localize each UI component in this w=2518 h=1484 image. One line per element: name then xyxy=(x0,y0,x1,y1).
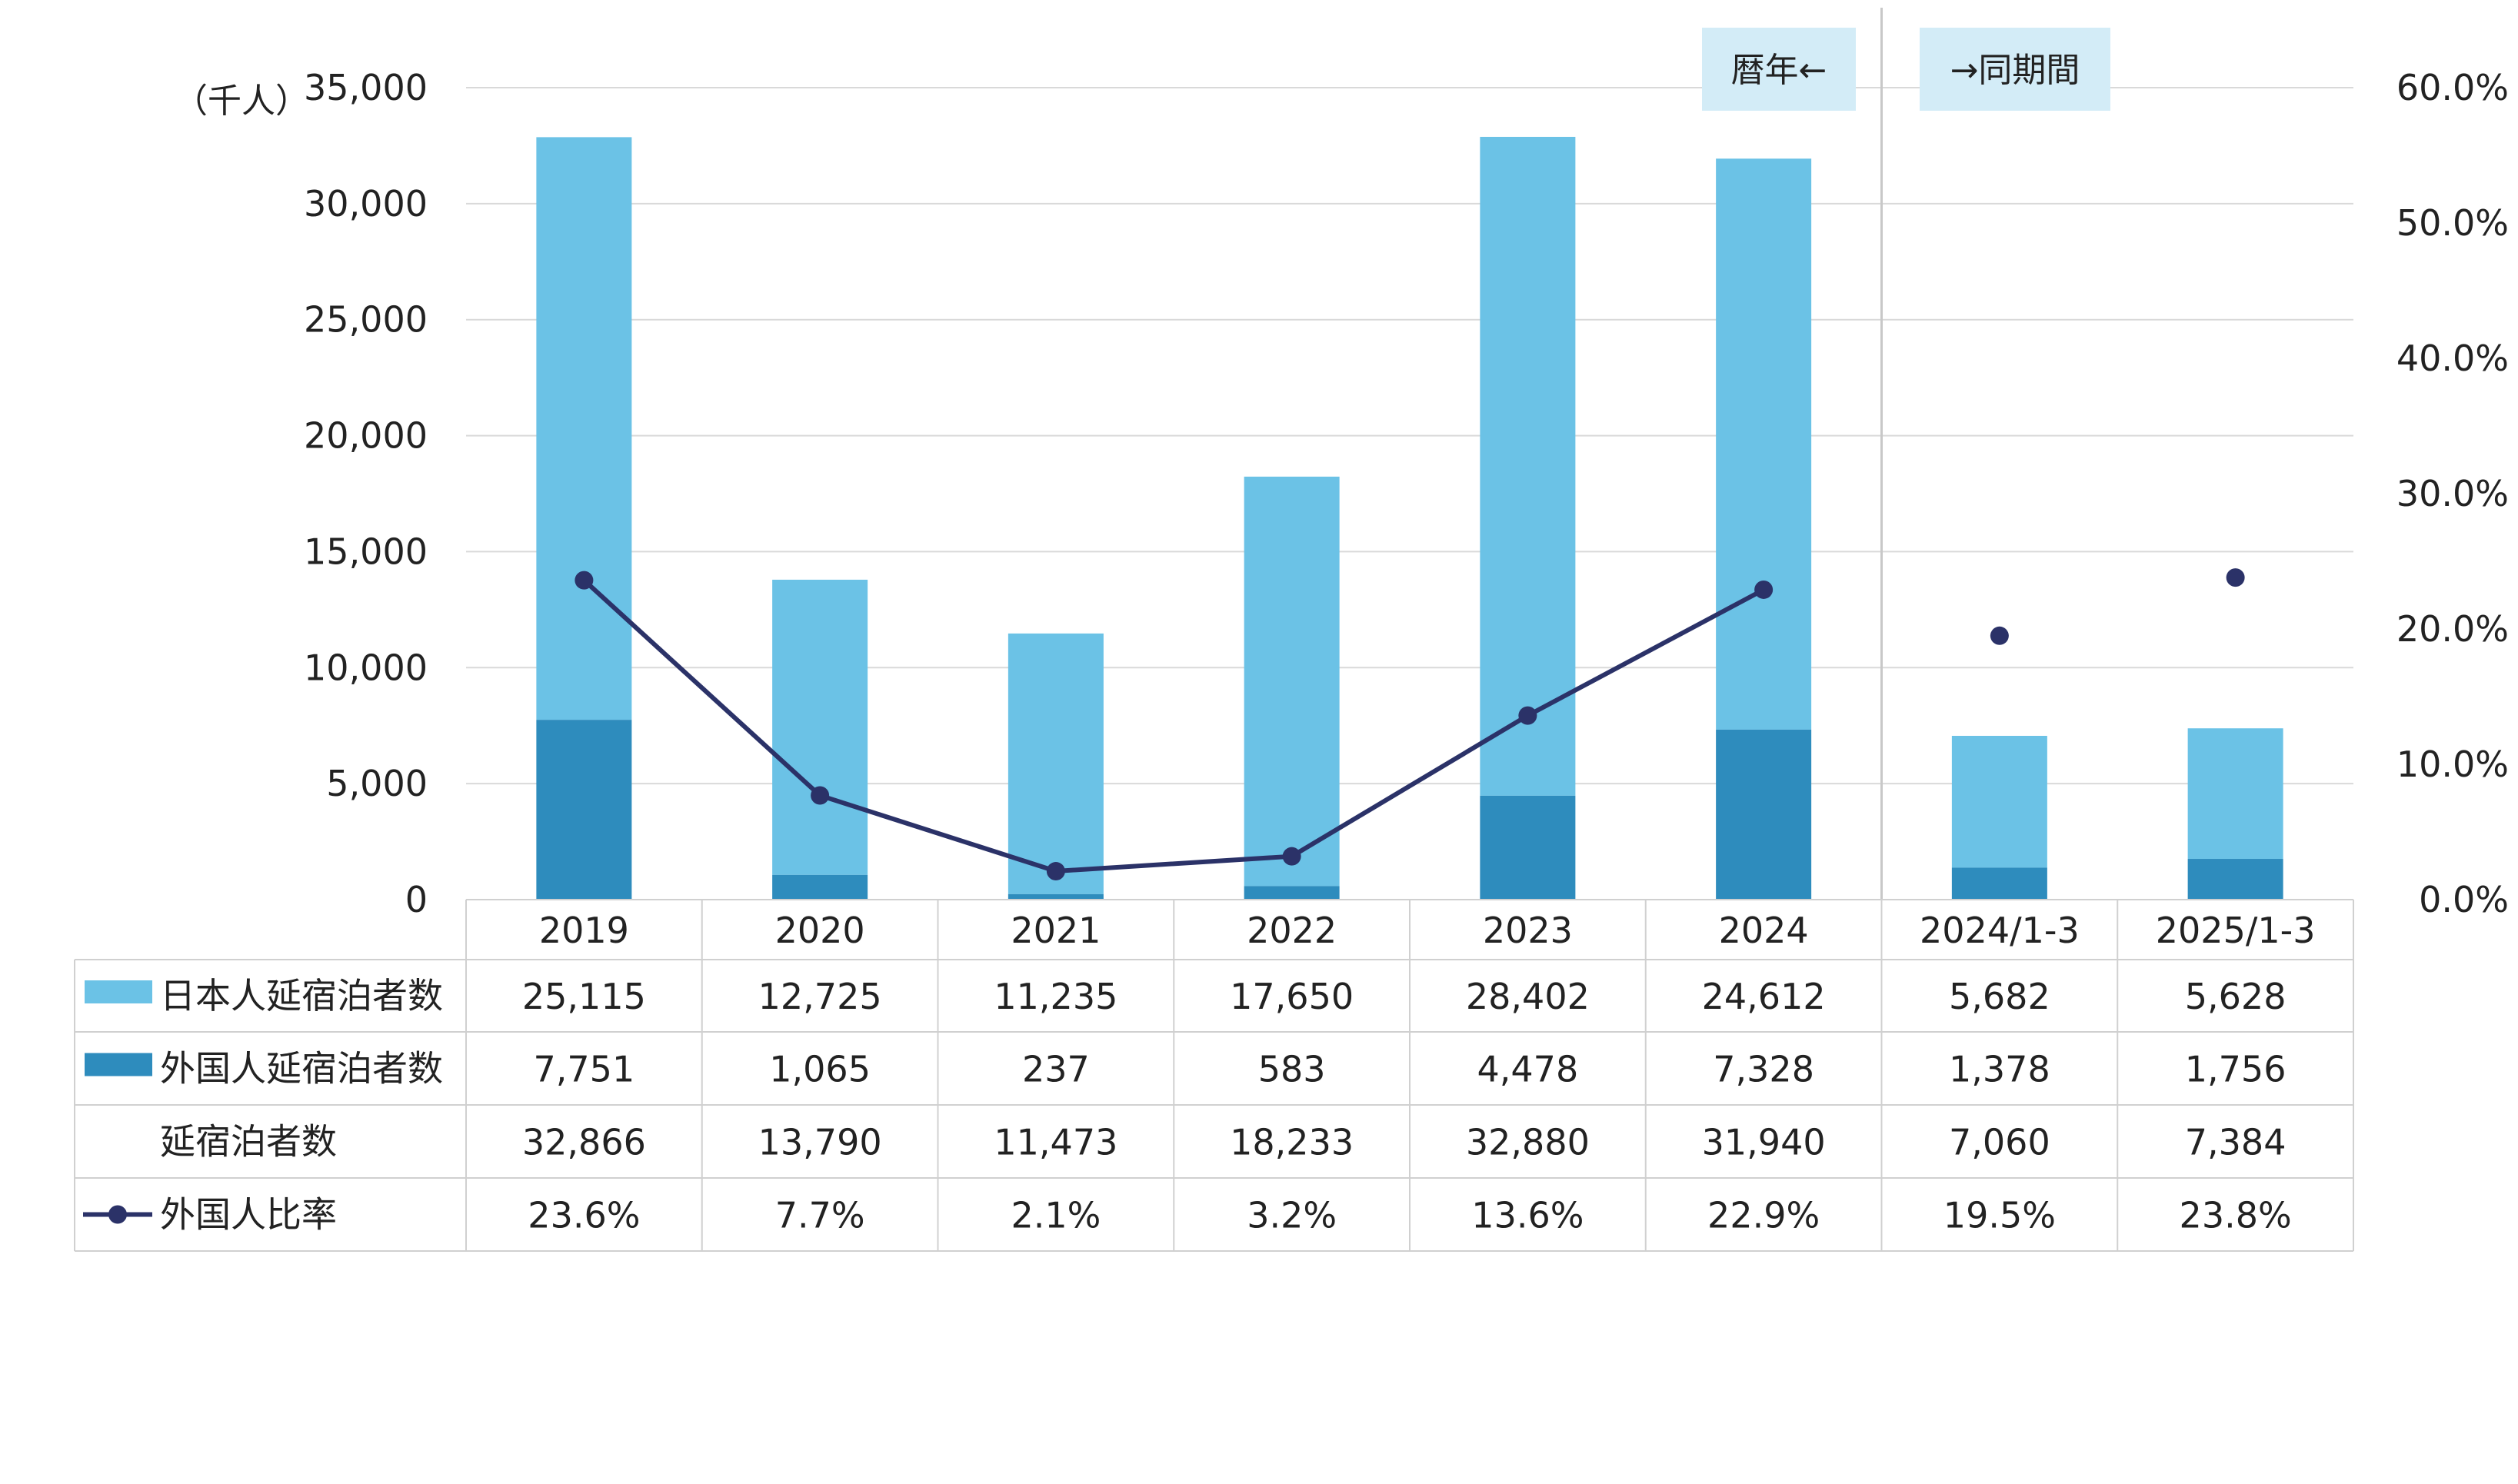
data-label: 2.1% xyxy=(1011,1195,1101,1236)
bar-foreign xyxy=(536,720,632,900)
data-label: 5,682 xyxy=(1949,976,2050,1017)
line-point xyxy=(1990,626,2009,645)
data-label: 7,060 xyxy=(1949,1122,2050,1163)
data-label: 32,880 xyxy=(1466,1122,1590,1163)
line-point xyxy=(2226,568,2245,587)
annotation-box xyxy=(1702,28,1856,111)
category-label: 2023 xyxy=(1483,910,1573,951)
series-name: 延宿泊者数 xyxy=(160,1121,337,1163)
data-label: 18,233 xyxy=(1230,1122,1354,1163)
data-label: 5,628 xyxy=(2185,976,2287,1017)
line-point xyxy=(1046,862,1065,881)
legend-marker xyxy=(108,1205,127,1224)
data-label: 17,650 xyxy=(1230,976,1354,1017)
category-label: 2021 xyxy=(1011,910,1101,951)
data-label: 11,473 xyxy=(994,1122,1117,1163)
annotation-label: →同期間 xyxy=(1950,51,2080,90)
line-point xyxy=(1282,847,1301,866)
data-label: 25,115 xyxy=(522,976,646,1017)
category-label: 2024 xyxy=(1719,910,1809,951)
data-label: 12,725 xyxy=(758,976,882,1017)
data-label: 19.5% xyxy=(1943,1195,2056,1236)
line-point xyxy=(1518,706,1537,725)
line-point xyxy=(1754,580,1774,599)
legend-swatch xyxy=(85,1053,152,1076)
y-right-tick-label: 40.0% xyxy=(2396,338,2509,379)
data-label: 7,384 xyxy=(2185,1122,2287,1163)
y-left-tick-label: 30,000 xyxy=(304,183,428,225)
data-label: 7.7% xyxy=(775,1195,865,1236)
y-right-tick-label: 20.0% xyxy=(2396,608,2509,650)
y-left-tick-label: 10,000 xyxy=(304,647,428,688)
data-label: 13,790 xyxy=(758,1122,882,1163)
legend-swatch xyxy=(85,980,152,1003)
data-label: 7,751 xyxy=(534,1049,635,1090)
y-right-tick-label: 10.0% xyxy=(2396,744,2509,785)
y-right-tick-label: 60.0% xyxy=(2396,67,2509,108)
bar-foreign xyxy=(1951,867,2047,900)
y-left-tick-label: 35,000 xyxy=(304,67,428,108)
y-right-tick-label: 30.0% xyxy=(2396,473,2509,514)
series-name: 日本人延宿泊者数 xyxy=(160,975,443,1017)
annotation-box xyxy=(1920,28,2110,111)
data-label: 28,402 xyxy=(1466,976,1590,1017)
data-label: 23.6% xyxy=(528,1195,640,1236)
data-label: 237 xyxy=(1022,1049,1090,1090)
y-axis-unit-label: （千人） xyxy=(174,82,309,121)
data-label: 24,612 xyxy=(1702,976,1826,1017)
y-right-tick-label: 0.0% xyxy=(2419,879,2509,920)
bar-foreign xyxy=(772,874,868,900)
bar-japanese xyxy=(772,579,868,875)
category-label: 2024/1-3 xyxy=(1920,910,2080,951)
data-label: 11,235 xyxy=(994,976,1117,1017)
y-right-tick-label: 50.0% xyxy=(2396,202,2509,244)
data-label: 22.9% xyxy=(1707,1195,1820,1236)
bar-japanese xyxy=(536,137,632,720)
line-point xyxy=(811,786,830,805)
bar-japanese xyxy=(1480,136,1576,796)
y-left-tick-label: 5,000 xyxy=(326,763,428,804)
data-label: 32,866 xyxy=(522,1122,646,1163)
data-label: 7,328 xyxy=(1713,1049,1814,1090)
category-label: 2019 xyxy=(539,910,629,951)
series-name: 外国人延宿泊者数 xyxy=(160,1048,443,1090)
category-label: 2025/1-3 xyxy=(2156,910,2316,951)
y-left-tick-label: 0 xyxy=(405,879,428,920)
data-label: 1,756 xyxy=(2185,1049,2287,1090)
bar-foreign xyxy=(1716,729,1812,900)
series-name: 外国人比率 xyxy=(160,1194,337,1236)
bar-japanese xyxy=(2187,728,2283,860)
bar-foreign xyxy=(2187,859,2283,900)
bar-japanese xyxy=(1244,476,1340,887)
y-left-tick-label: 25,000 xyxy=(304,299,428,341)
y-left-tick-label: 15,000 xyxy=(304,531,428,572)
data-label: 23.8% xyxy=(2180,1195,2292,1236)
data-label: 13.6% xyxy=(1471,1195,1584,1236)
y-left-tick-label: 20,000 xyxy=(304,415,428,457)
data-label: 4,478 xyxy=(1477,1049,1579,1090)
data-label: 3.2% xyxy=(1247,1195,1337,1236)
category-label: 2020 xyxy=(775,910,865,951)
line-point xyxy=(575,571,594,590)
line-foreign-ratio xyxy=(582,578,1765,874)
data-label: 31,940 xyxy=(1702,1122,1826,1163)
bar-japanese xyxy=(1951,735,2047,868)
data-label: 1,378 xyxy=(1949,1049,2050,1090)
bar-foreign xyxy=(1244,886,1340,900)
bar-japanese xyxy=(1716,158,1812,730)
bar-foreign xyxy=(1480,795,1576,900)
bar-japanese xyxy=(1008,633,1104,894)
category-label: 2022 xyxy=(1247,910,1337,951)
bar-foreign xyxy=(1008,893,1104,900)
data-label: 583 xyxy=(1258,1049,1326,1090)
data-label: 1,065 xyxy=(769,1049,871,1090)
annotation-label: 暦年← xyxy=(1731,51,1827,90)
